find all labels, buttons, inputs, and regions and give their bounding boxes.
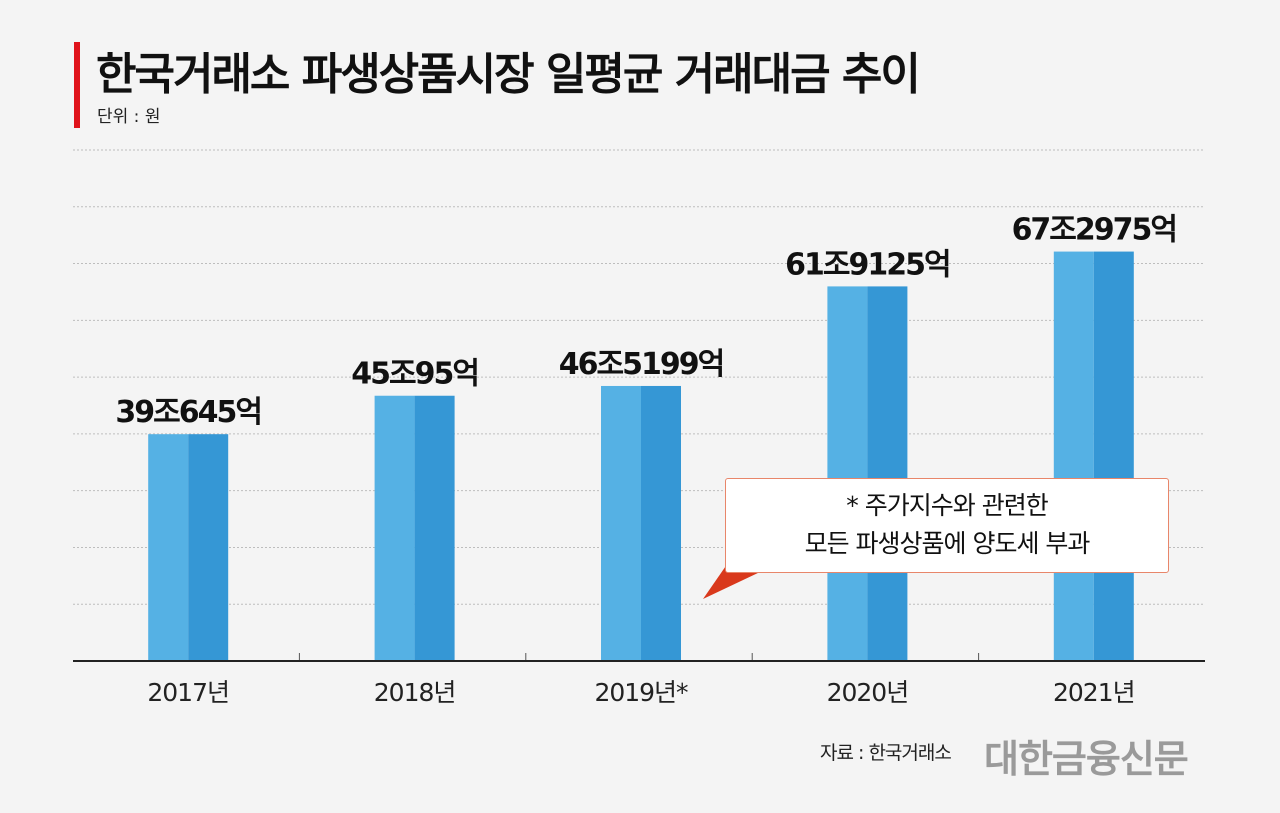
x-tick-label: 2020년 [827, 678, 909, 707]
data-label: 67조2975억 [1012, 213, 1176, 248]
publisher-logo: 대한금융신문 [984, 737, 1189, 781]
bar-right-2020년 [867, 286, 908, 661]
data-label: 39조645억 [115, 395, 261, 430]
bar-left-2017년 [148, 434, 189, 661]
callout-line-2: 모든 파생상품에 양도세 부과 [804, 529, 1091, 558]
source-note: 자료 : 한국거래소 [820, 742, 952, 764]
bar-right-2019년* [641, 385, 681, 661]
title-accent-bar [74, 42, 80, 128]
bar-right-2021년 [1093, 251, 1134, 661]
data-label: 46조5199억 [559, 347, 723, 382]
bar-right-2018년 [414, 395, 455, 661]
x-tick-label: 2018년 [374, 678, 456, 707]
callout-line-1: * 주가지수와 관련한 [846, 491, 1048, 520]
bar-left-2021년 [1053, 251, 1094, 661]
bar-left-2020년 [827, 286, 868, 661]
data-label: 45조95억 [351, 357, 478, 392]
bar-left-2019년* [601, 385, 641, 661]
x-tick-label: 2017년 [147, 678, 229, 707]
bar-right-2017년 [188, 434, 229, 661]
data-label: 61조9125억 [785, 247, 949, 282]
x-tick-label: 2019년* [594, 678, 688, 707]
bar-left-2018년 [374, 395, 415, 661]
chart-title: 한국거래소 파생상품시장 일평균 거래대금 추이 [96, 49, 921, 100]
unit-label: 단위 : 원 [97, 107, 161, 127]
annotation-callout: * 주가지수와 관련한 모든 파생상품에 양도세 부과 [725, 478, 1169, 573]
x-tick-label: 2021년 [1053, 678, 1135, 707]
